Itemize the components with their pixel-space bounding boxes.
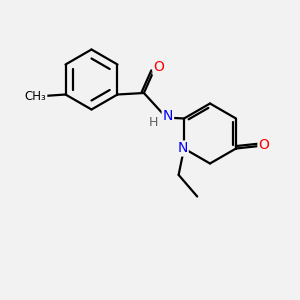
Text: CH₃: CH₃ xyxy=(25,89,46,103)
Text: O: O xyxy=(153,60,164,74)
Text: O: O xyxy=(258,138,269,152)
Text: N: N xyxy=(177,142,188,155)
Text: H: H xyxy=(149,116,158,129)
Text: N: N xyxy=(163,109,173,123)
